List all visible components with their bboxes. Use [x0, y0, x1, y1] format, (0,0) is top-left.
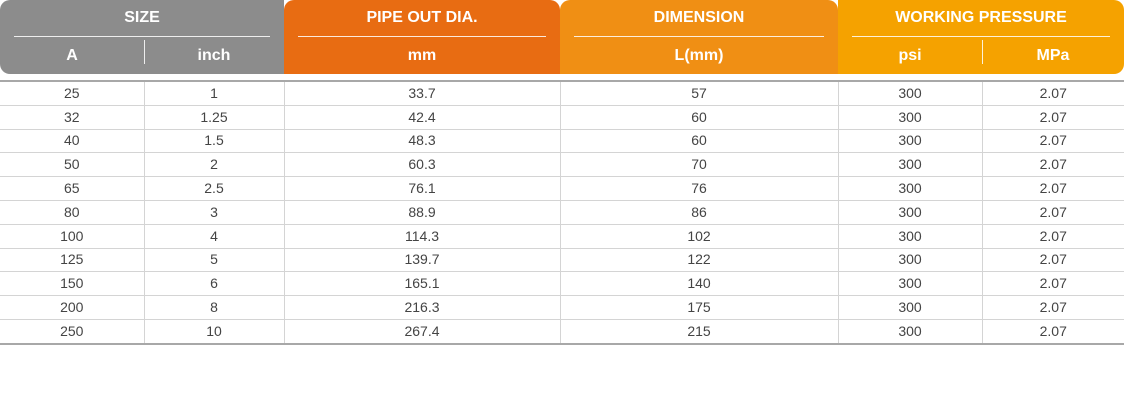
cell-size-a: 125	[0, 248, 145, 273]
cell-dimension-l: 86	[560, 200, 839, 225]
cell-size-inch: 1.25	[144, 105, 285, 130]
header-col-psi: psi	[898, 46, 922, 64]
table-row: 65 2.5 76.1 76 300 2.07	[0, 176, 1124, 201]
cell-dimension-l: 60	[560, 129, 839, 154]
cell-dimension-l: 215	[560, 319, 839, 345]
header-divider	[852, 36, 1110, 37]
cell-dimension-l: 102	[560, 224, 839, 249]
cell-size-inch: 5	[144, 248, 285, 273]
table-row: 32 1.25 42.4 60 300 2.07	[0, 105, 1124, 130]
cell-dimension-l: 57	[560, 79, 839, 106]
data-table: 25 1 33.7 57 300 2.07 32 1.25 42.4 60 300 2.07 40 1.5…	[0, 79, 1124, 345]
header-divider	[298, 36, 546, 37]
cell-pipe-out-dia: 60.3	[284, 152, 561, 178]
header-size: SIZE A inch	[0, 0, 284, 74]
header-col-l-mm: L(mm)	[674, 46, 724, 64]
table-row: 125 5 139.7 122 300 2.07	[0, 248, 1124, 273]
table-row: 25 1 33.7 57 300 2.07	[0, 79, 1124, 106]
cell-size-inch: 6	[144, 271, 285, 297]
cell-pressure-psi: 300	[838, 176, 983, 201]
cell-size-inch: 2.5	[144, 176, 285, 201]
cell-pressure-mpa: 2.07	[982, 152, 1124, 178]
cell-pipe-out-dia: 165.1	[284, 271, 561, 297]
cell-pressure-mpa: 2.07	[982, 319, 1124, 345]
cell-pressure-psi: 300	[838, 129, 983, 154]
header-dimension: DIMENSION L(mm)	[560, 0, 838, 74]
cell-pipe-out-dia: 42.4	[284, 105, 561, 130]
cell-pressure-psi: 300	[838, 319, 983, 345]
cell-size-a: 40	[0, 129, 145, 154]
cell-pressure-mpa: 2.07	[982, 176, 1124, 201]
cell-pressure-mpa: 2.07	[982, 248, 1124, 273]
cell-pressure-psi: 300	[838, 271, 983, 297]
cell-pipe-out-dia: 88.9	[284, 200, 561, 225]
cell-size-inch: 4	[144, 224, 285, 249]
cell-pressure-mpa: 2.07	[982, 224, 1124, 249]
cell-pressure-mpa: 2.07	[982, 200, 1124, 225]
cell-pipe-out-dia: 139.7	[284, 248, 561, 273]
table-row: 200 8 216.3 175 300 2.07	[0, 295, 1124, 320]
cell-size-inch: 1	[144, 79, 285, 106]
cell-pipe-out-dia: 76.1	[284, 176, 561, 201]
cell-pipe-out-dia: 114.3	[284, 224, 561, 249]
cell-size-a: 65	[0, 176, 145, 201]
cell-size-inch: 10	[144, 319, 285, 345]
table-row: 40 1.5 48.3 60 300 2.07	[0, 129, 1124, 154]
cell-dimension-l: 175	[560, 295, 839, 320]
cell-size-a: 100	[0, 224, 145, 249]
table-row: 100 4 114.3 102 300 2.07	[0, 224, 1124, 249]
cell-pressure-mpa: 2.07	[982, 271, 1124, 297]
cell-size-a: 25	[0, 79, 145, 106]
header-col-separator	[982, 40, 983, 64]
cell-pressure-psi: 300	[838, 105, 983, 130]
table-row: 50 2 60.3 70 300 2.07	[0, 152, 1124, 178]
header-col-separator	[144, 40, 145, 64]
header-divider	[14, 36, 270, 37]
cell-pressure-mpa: 2.07	[982, 295, 1124, 320]
cell-dimension-l: 140	[560, 271, 839, 297]
header-col-inch: inch	[197, 46, 231, 64]
header-col-mpa: MPa	[1036, 46, 1070, 64]
cell-dimension-l: 60	[560, 105, 839, 130]
table-row: 150 6 165.1 140 300 2.07	[0, 271, 1124, 297]
header-dimension-title: DIMENSION	[653, 9, 745, 26]
cell-pressure-psi: 300	[838, 79, 983, 106]
cell-pressure-psi: 300	[838, 200, 983, 225]
cell-pipe-out-dia: 267.4	[284, 319, 561, 345]
cell-pressure-psi: 300	[838, 295, 983, 320]
cell-dimension-l: 70	[560, 152, 839, 178]
cell-size-inch: 3	[144, 200, 285, 225]
header-pipe-out-dia: PIPE OUT DIA. mm	[284, 0, 560, 74]
cell-pressure-mpa: 2.07	[982, 79, 1124, 106]
cell-size-inch: 1.5	[144, 129, 285, 154]
header-col-a: A	[66, 46, 78, 64]
cell-pressure-psi: 300	[838, 248, 983, 273]
table-row: 250 10 267.4 215 300 2.07	[0, 319, 1124, 345]
cell-size-a: 200	[0, 295, 145, 320]
header-divider	[574, 36, 824, 37]
cell-size-inch: 2	[144, 152, 285, 178]
cell-size-inch: 8	[144, 295, 285, 320]
header-pipe-title: PIPE OUT DIA.	[366, 9, 478, 26]
cell-dimension-l: 76	[560, 176, 839, 201]
cell-size-a: 32	[0, 105, 145, 130]
cell-pressure-mpa: 2.07	[982, 129, 1124, 154]
cell-size-a: 250	[0, 319, 145, 345]
table-row: 80 3 88.9 86 300 2.07	[0, 200, 1124, 225]
header-size-title: SIZE	[124, 9, 160, 26]
cell-pressure-psi: 300	[838, 152, 983, 178]
cell-pressure-mpa: 2.07	[982, 105, 1124, 130]
header-working-pressure: WORKING PRESSURE psi MPa	[838, 0, 1124, 74]
cell-size-a: 50	[0, 152, 145, 178]
cell-dimension-l: 122	[560, 248, 839, 273]
cell-pipe-out-dia: 216.3	[284, 295, 561, 320]
header-col-mm: mm	[407, 46, 437, 64]
cell-size-a: 150	[0, 271, 145, 297]
cell-pipe-out-dia: 48.3	[284, 129, 561, 154]
cell-pressure-psi: 300	[838, 224, 983, 249]
cell-size-a: 80	[0, 200, 145, 225]
cell-pipe-out-dia: 33.7	[284, 79, 561, 106]
header-working-title: WORKING PRESSURE	[895, 9, 1067, 26]
